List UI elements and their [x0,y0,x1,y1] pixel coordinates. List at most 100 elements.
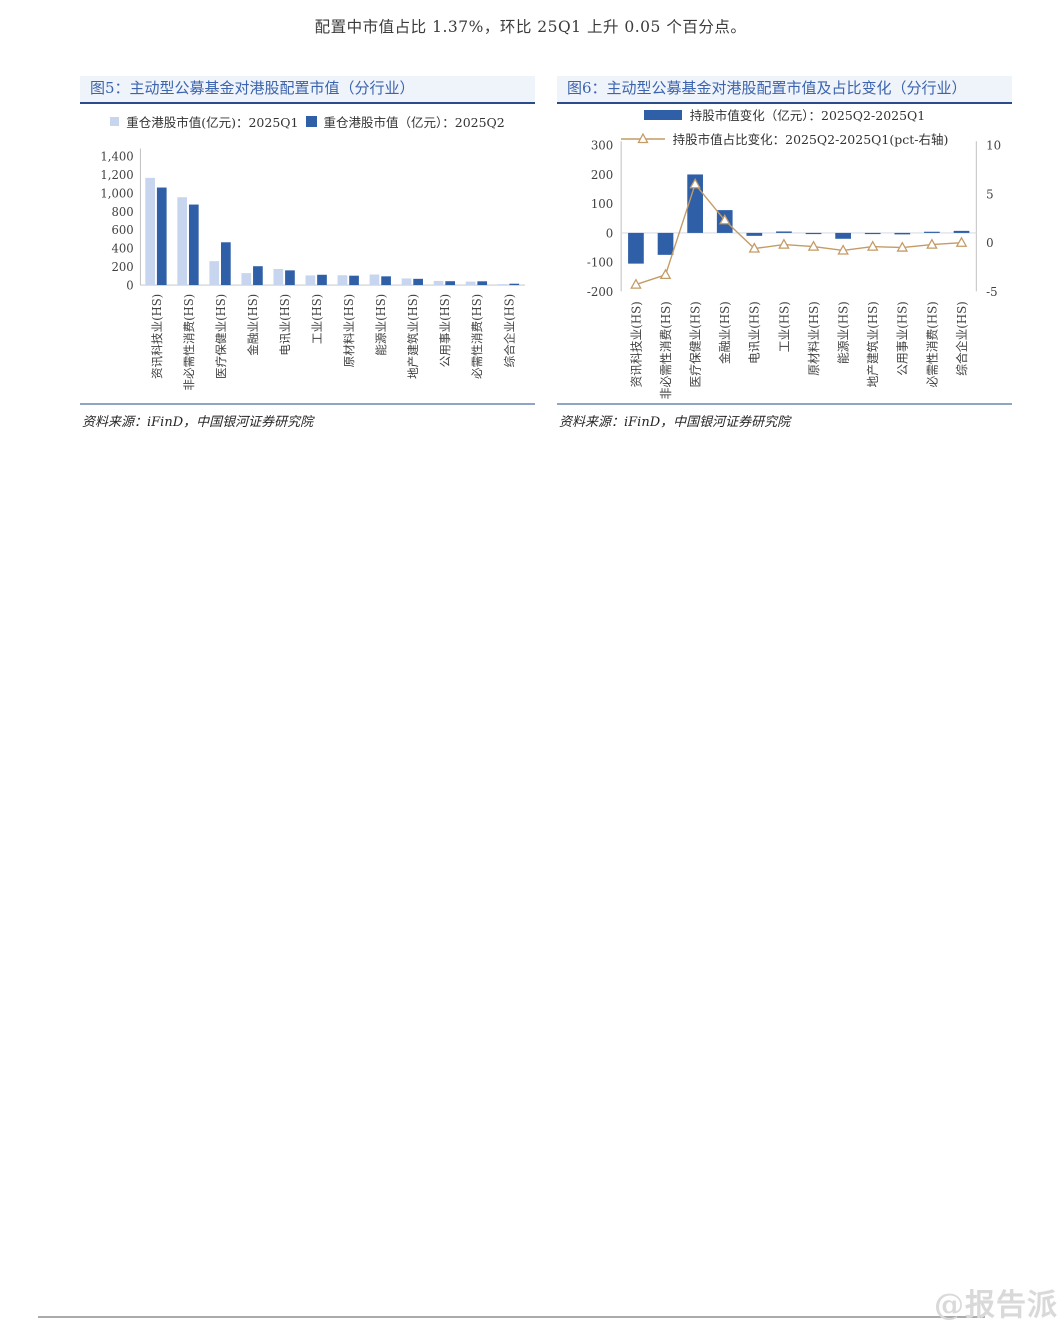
fig5-bar-series2 [445,280,456,285]
legend-label-2025q2: 重仓港股市值（亿元）：2025Q2 [323,114,505,130]
fig6-left-tick: -200 [587,285,613,299]
fig6-triangle-marker [955,236,968,247]
fig5-category-label: 电讯业(HS) [278,294,292,356]
fig6-bar [657,232,674,255]
fig5-y-tick: 1,200 [100,168,133,182]
fig6-right-tick: 5 [986,187,994,201]
fig6-bars [628,174,970,264]
watermark: @报告派 [934,1288,1058,1323]
fig5-category-label: 资讯科技业(HS) [150,294,164,379]
fig5-bar-series2 [221,242,231,285]
fig6-triangle-marker [748,242,761,253]
fig5-category-label: 医疗保健业(HS) [214,294,228,379]
figure5-legend: 重仓港股市值(亿元)：2025Q1 重仓港股市值（亿元）：2025Q2 [80,104,535,133]
fig6-right-tick: 10 [986,138,1001,152]
fig6-line [635,182,962,285]
fig6-triangle-marker [659,268,672,279]
fig5-category-label: 工业(HS) [310,294,324,344]
fig6-line-markers [630,177,968,289]
fig6-right-tick: -5 [986,285,997,299]
fig6-bar [894,232,911,235]
fig6-category-label: 必需性消费(HS) [925,301,939,387]
fig5-bar-series2 [253,265,263,285]
fig6-triangle-marker [896,241,909,252]
figure6-chart: 300 200 100 0 -100 -200 10 5 0 -5 资讯科技业(HS) 非必需性消费(… [587,138,1001,399]
fig6-category-labels: 资讯科技业(HS) 非必需性消费(HS) 医疗保健业(HS) 金融业(HS) 电讯业(H… [629,301,969,399]
fig5-bars [145,177,520,285]
figure5-chart: 0 200 400 600 800 1,000 1,200 1,400 资讯科技业(HS) 非必需… [100,148,525,391]
fig5-bar-series1 [177,196,188,285]
figure6-source: 资料来源：iFinD，中国银河证券研究院 [557,403,1012,430]
figure6-title: 图6：主动型公募基金对港股配置市值及占比变化（分行业） [557,76,1012,104]
fig6-triangle-marker [718,213,731,225]
fig5-category-label: 必需性消费(HS) [470,294,484,379]
fig6-category-label: 综合企业(HS) [955,301,969,376]
fig6-category-label: 非必需性消费(HS) [659,301,673,399]
fig6-right-tick: 0 [986,236,994,250]
fig6-triangle-marker [778,238,790,249]
fig6-bar [776,231,792,233]
fig6-category-label: 金融业(HS) [718,301,732,364]
fig5-bar-series1 [401,278,412,285]
fig6-category-label: 工业(HS) [777,301,791,352]
fig5-category-label: 能源业(HS) [374,294,388,356]
fig6-category-label: 医疗保健业(HS) [689,301,703,387]
fig6-category-label: 资讯科技业(HS) [629,301,643,387]
fig5-bar-series1 [241,272,252,285]
fig5-bar-series1 [433,280,444,285]
fig5-y-tick: 1,000 [100,186,133,200]
fig5-category-label: 非必需性消费(HS) [182,294,196,391]
fig5-y-tick: 400 [111,241,133,255]
fig5-bar-series1 [369,274,380,285]
fig6-bar [805,232,822,234]
fig5-bar-series1 [145,177,155,285]
fig5-y-tick: 1,400 [100,149,133,163]
legend-swatch-2025q1 [110,116,120,126]
fig5-axes: 0 200 400 600 800 1,000 1,200 1,400 [100,148,525,292]
figure5-panel: 图5：主动型公募基金对港股配置市值（分行业） 重仓港股市值(亿元)：2025Q1… [80,76,535,430]
fig6-triangle-marker [689,177,701,189]
fig6-category-label: 原材料业(HS) [807,301,821,376]
fig6-category-label: 电讯业(HS) [748,301,762,364]
fig6-left-tick: 200 [591,168,613,182]
fig6-triangle-marker [866,240,879,251]
fig6-axes: 300 200 100 0 -100 -200 10 5 0 -5 [587,138,1001,298]
fig6-triangle-marker [807,240,820,251]
fig6-bar [924,231,940,233]
fig5-y-tick: 800 [111,205,133,219]
fig5-y-tick: 0 [126,278,133,292]
fig5-bar-series1 [497,283,508,285]
fig6-triangle-marker [837,244,849,255]
legend-label-2025q1: 重仓港股市值(亿元)：2025Q1 [126,114,299,130]
fig5-bar-series1 [273,268,284,285]
fig5-category-label: 原材料业(HS) [342,294,356,368]
fig5-category-label: 综合企业(HS) [502,294,516,368]
fig5-category-labels: 资讯科技业(HS) 非必需性消费(HS) 医疗保健业(HS) 金融业(HS) 电讯业(H… [150,294,517,391]
fig5-bar-series2 [285,270,295,285]
fig6-bar [746,232,763,236]
intro-text: 配置中市值占比 1.37%，环比 25Q1 上升 0.05 个百分点。 [314,18,747,36]
fig5-category-label: 地产建筑业(HS) [406,294,420,379]
fig5-y-tick: 600 [111,223,133,237]
fig5-bar-series2 [477,281,488,285]
fig5-bar-series2 [317,274,327,285]
fig6-bar [953,230,970,233]
figure6-panel: 图6：主动型公募基金对港股配置市值及占比变化（分行业） 持股市值变化（亿元）：2… [557,76,1012,430]
fig5-category-label: 公用事业(HS) [438,294,452,368]
fig5-bar-series1 [305,275,316,285]
fig6-left-tick: 300 [591,138,613,152]
fig6-bar [835,232,851,239]
fig5-bar-series2 [156,187,167,285]
figure5-source: 资料来源：iFinD，中国银河证券研究院 [80,403,535,430]
fig5-bar-series1 [337,274,348,285]
figures-row: 图5：主动型公募基金对港股配置市值（分行业） 重仓港股市值(亿元)：2025Q1… [80,76,1012,430]
fig5-bar-series1 [209,260,220,285]
fig6-category-label: 地产建筑业(HS) [866,301,880,387]
figure5-title: 图5：主动型公募基金对港股配置市值（分行业） [80,76,535,104]
fig6-triangle-marker [630,278,642,289]
fig5-bar-series2 [509,283,520,285]
page-footer-divider [38,1316,985,1318]
fig5-bar-series2 [413,278,423,285]
fig6-left-tick: 100 [591,197,613,211]
fig5-bar-series1 [465,281,476,285]
